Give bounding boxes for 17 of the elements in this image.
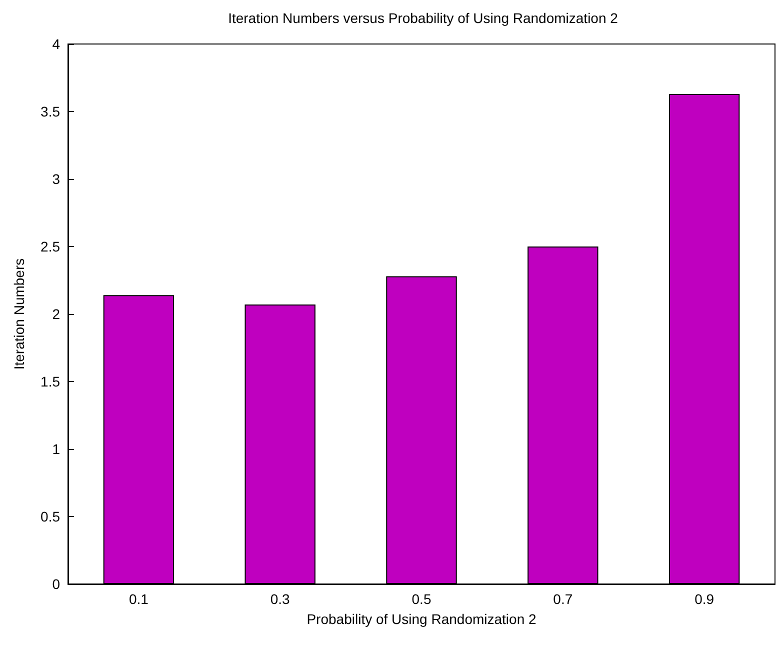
y-tick-label: 1 — [52, 441, 60, 457]
chart-title: Iteration Numbers versus Probability of Using Randomization 2 — [228, 10, 618, 26]
x-tick-label: 0.3 — [270, 591, 290, 607]
y-tick-label: 4 — [52, 36, 60, 52]
x-tick-label: 0.7 — [553, 591, 573, 607]
y-tick-label: 3 — [52, 171, 60, 187]
x-tick-label: 0.9 — [694, 591, 714, 607]
x-tick-label: 0.1 — [128, 591, 149, 607]
x-tick-label: 0.5 — [412, 591, 432, 607]
y-tick-label: 2 — [52, 306, 60, 322]
y-tick-label: 2.5 — [40, 238, 60, 254]
y-tick-label: 3.5 — [40, 104, 60, 120]
y-tick-label: 0 — [52, 576, 60, 592]
y-tick-label: 0.5 — [40, 508, 60, 524]
y-tick-label: 1.5 — [40, 374, 60, 390]
x-axis-title: Probability of Using Randomization 2 — [306, 611, 536, 627]
y-axis-title: Iteration Numbers — [11, 258, 27, 370]
